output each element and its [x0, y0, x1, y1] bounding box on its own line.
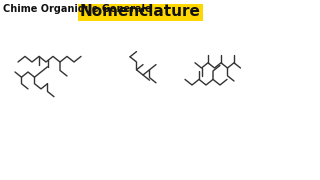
Text: Chime Organique Generale: Chime Organique Generale	[3, 4, 152, 14]
Text: Nomenclature: Nomenclature	[80, 4, 201, 19]
FancyBboxPatch shape	[78, 4, 203, 21]
